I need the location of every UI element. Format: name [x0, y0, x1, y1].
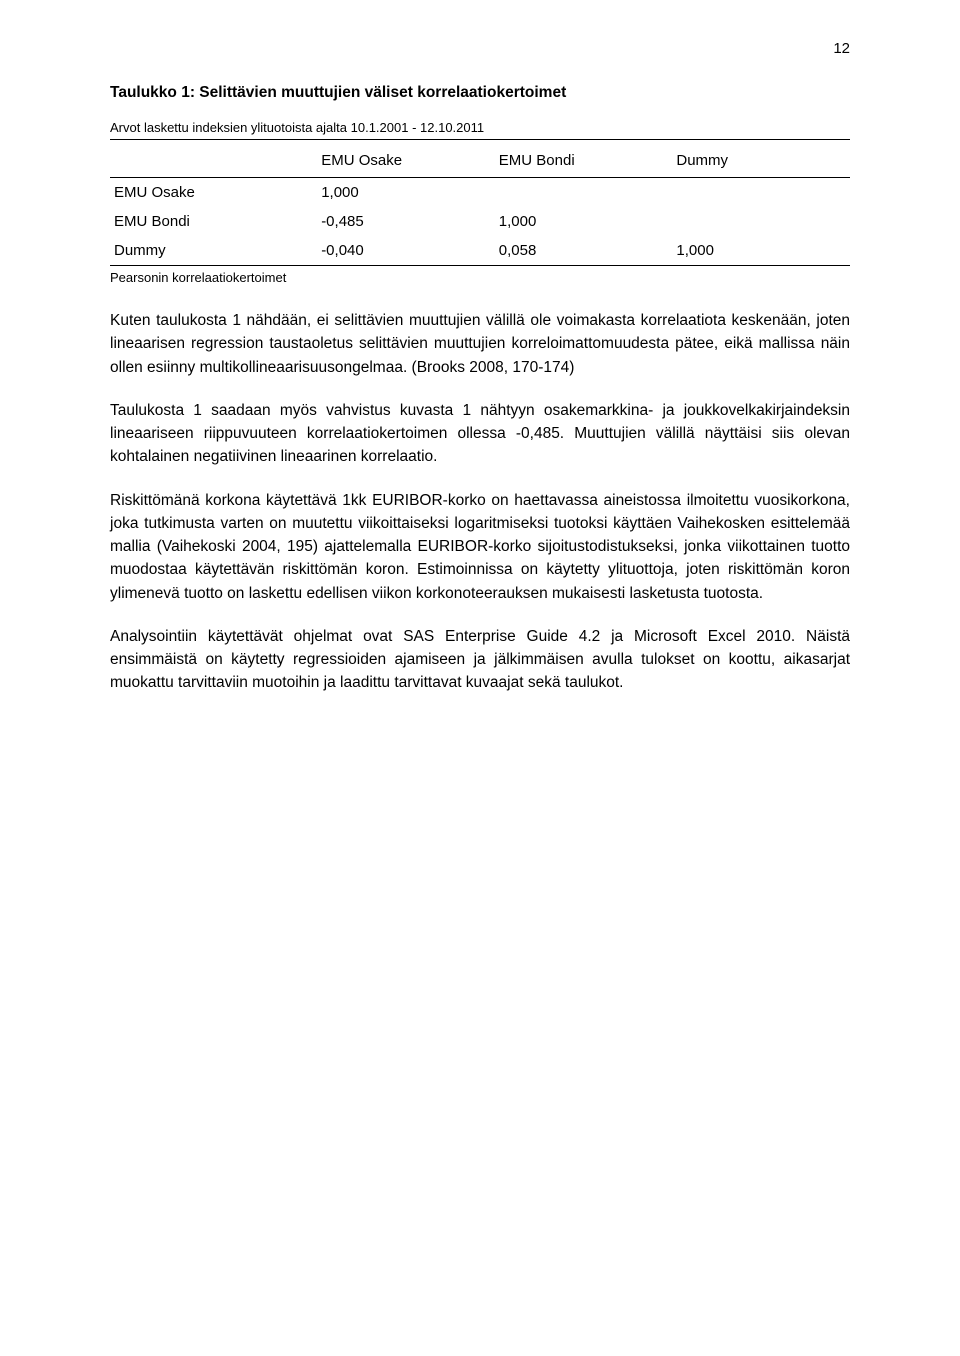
table-cell: 1,000 [317, 178, 495, 208]
paragraph: Taulukosta 1 saadaan myös vahvistus kuva… [110, 399, 850, 469]
row-label: EMU Bondi [110, 207, 317, 236]
table-header-col2: EMU Bondi [495, 146, 673, 178]
paragraph: Kuten taulukosta 1 nähdään, ei selittävi… [110, 309, 850, 379]
table-cell: -0,040 [317, 236, 495, 266]
page-number: 12 [833, 40, 850, 57]
table-cell: 1,000 [672, 236, 850, 266]
table-subtitle: Arvot laskettu indeksien ylituotoista aj… [110, 120, 850, 140]
table-row: EMU Bondi -0,485 1,000 [110, 207, 850, 236]
table-row: EMU Osake 1,000 [110, 178, 850, 208]
table-header-row: EMU Osake EMU Bondi Dummy [110, 146, 850, 178]
table-cell [672, 178, 850, 208]
table-cell: 0,058 [495, 236, 673, 266]
correlation-table: EMU Osake EMU Bondi Dummy EMU Osake 1,00… [110, 146, 850, 266]
row-label: EMU Osake [110, 178, 317, 208]
paragraph: Analysointiin käytettävät ohjelmat ovat … [110, 625, 850, 695]
table-cell [672, 207, 850, 236]
table-cell: -0,485 [317, 207, 495, 236]
table-row: Dummy -0,040 0,058 1,000 [110, 236, 850, 266]
table-cell [495, 178, 673, 208]
page: 12 Taulukko 1: Selittävien muuttujien vä… [0, 0, 960, 1356]
table-cell: 1,000 [495, 207, 673, 236]
table-header-col1: EMU Osake [317, 146, 495, 178]
table-header-blank [110, 146, 317, 178]
table-title: Taulukko 1: Selittävien muuttujien välis… [110, 84, 850, 102]
row-label: Dummy [110, 236, 317, 266]
paragraph: Riskittömänä korkona käytettävä 1kk EURI… [110, 489, 850, 605]
table-footnote: Pearsonin korrelaatiokertoimet [110, 270, 850, 285]
table-header-col3: Dummy [672, 146, 850, 178]
